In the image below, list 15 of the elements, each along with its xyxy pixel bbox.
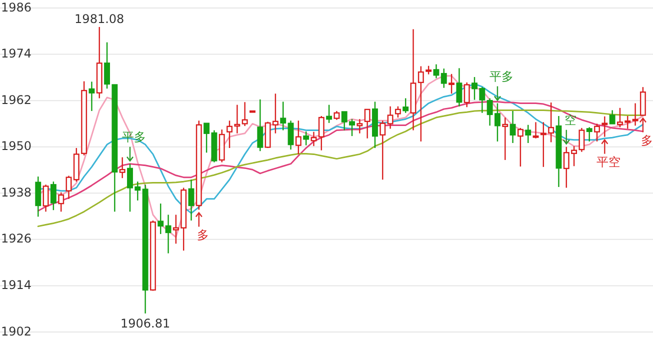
y-tick-label: 1950 (1, 139, 32, 154)
y-tick-label: 1902 (1, 324, 32, 338)
y-tick-label: 1962 (1, 92, 32, 107)
annotation: 空 (564, 113, 576, 128)
annotation: 多 (640, 134, 653, 148)
annotation: 平空 (596, 155, 621, 170)
annotation: 多 (196, 228, 209, 242)
text: 1906.81 (120, 316, 170, 330)
y-tick-label: 1974 (1, 46, 32, 61)
text: 1981.08 (74, 12, 124, 26)
y-tick-label: 1914 (1, 278, 32, 292)
y-tick-label: 1938 (1, 185, 32, 200)
annotation: 平多 (489, 70, 514, 84)
y-tick-label: 1986 (1, 0, 32, 14)
y-tick-label: 1926 (1, 232, 32, 246)
